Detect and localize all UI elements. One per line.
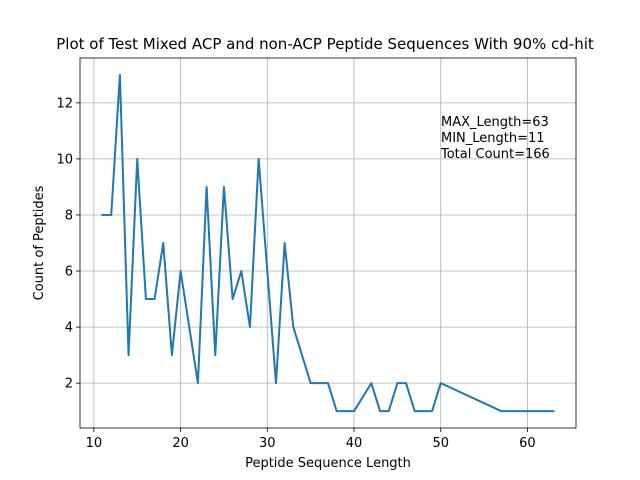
tick-layer: 10 20 30 40 50 60 2 4 6 8 10 12	[56, 96, 535, 451]
y-axis-label: Count of Peptides	[32, 185, 47, 300]
y-tick-label: 8	[65, 208, 73, 223]
annotation-total-count: Total Count=166	[440, 147, 550, 162]
annotation-max-length: MAX_Length=63	[441, 115, 549, 130]
x-tick-label: 30	[259, 436, 276, 451]
x-axis-label: Peptide Sequence Length	[245, 456, 411, 471]
y-tick-label: 4	[65, 321, 73, 336]
chart-title: Plot of Test Mixed ACP and non-ACP Pepti…	[56, 35, 594, 53]
plot-frame	[79, 57, 577, 429]
x-tick-label: 50	[432, 436, 449, 451]
y-tick-label: 2	[65, 377, 73, 392]
x-tick-label: 20	[172, 436, 189, 451]
grid-lines	[80, 58, 576, 428]
y-tick-label: 6	[65, 265, 73, 280]
annotation-block: MAX_Length=63 MIN_Length=11 Total Count=…	[440, 115, 550, 162]
series-line	[101, 73, 555, 413]
annotation-min-length: MIN_Length=11	[441, 131, 545, 146]
series-layer	[101, 73, 555, 413]
y-tick-label: 12	[56, 96, 73, 111]
x-tick-label: 10	[86, 436, 103, 451]
x-tick-label: 40	[346, 436, 363, 451]
x-tick-label: 60	[519, 436, 536, 451]
y-tick-label: 10	[56, 152, 73, 167]
